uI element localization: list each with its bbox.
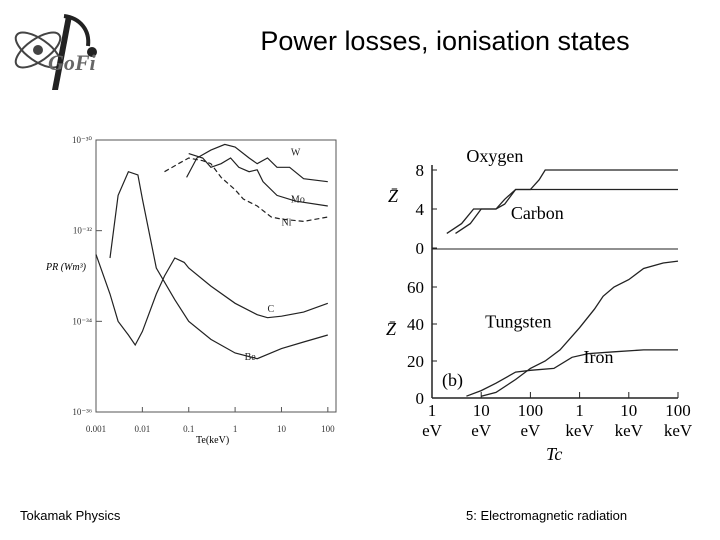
right-xtick-label: 1 bbox=[428, 401, 437, 420]
left-ytick-label: 10⁻³⁶ bbox=[72, 407, 92, 417]
gofi-logo: GoFi bbox=[14, 14, 97, 90]
left-xtick-label: 1 bbox=[233, 424, 238, 434]
lower-ytick-label: 60 bbox=[407, 278, 424, 297]
series-c-label: C bbox=[268, 304, 275, 315]
series-carbon-label: Carbon bbox=[511, 203, 564, 223]
left-xtick-label: 100 bbox=[321, 424, 335, 434]
left-ytick-label: 10⁻³² bbox=[73, 226, 92, 236]
slide-title: Power losses, ionisation states bbox=[260, 26, 630, 56]
left-ytick-label: 10⁻³⁰ bbox=[72, 135, 92, 145]
panel-label: (b) bbox=[442, 370, 463, 391]
upper-ytick-label: 4 bbox=[416, 200, 425, 219]
lower-ytick-label: 40 bbox=[407, 315, 424, 334]
upper-ytick-label: 0 bbox=[416, 239, 425, 258]
footer-left: Tokamak Physics bbox=[20, 508, 121, 523]
left-ylabel: PR (Wm³) bbox=[45, 262, 87, 273]
series-oxygen-label: Oxygen bbox=[466, 150, 523, 166]
left-xtick-label: 0.01 bbox=[134, 424, 150, 434]
series-mo-line bbox=[188, 153, 328, 207]
right-xtick-unit: keV bbox=[565, 421, 594, 440]
series-tungsten-line bbox=[481, 260, 679, 397]
series-be-line bbox=[109, 170, 328, 360]
upper-ylabel: Z̄ bbox=[388, 186, 399, 206]
series-w-line bbox=[186, 143, 328, 183]
right-xtick-label: 1 bbox=[575, 401, 584, 420]
left-ytick-label: 10⁻³⁴ bbox=[72, 316, 92, 326]
series-iron-line bbox=[466, 349, 678, 397]
logo-text: GoFi bbox=[48, 50, 97, 75]
lower-ytick-label: 0 bbox=[416, 389, 425, 408]
series-iron-label: Iron bbox=[583, 347, 613, 367]
series-ni-line bbox=[164, 157, 328, 223]
right-xtick-unit: eV bbox=[471, 421, 492, 440]
series-carbon-line bbox=[446, 188, 678, 234]
left-xtick-label: 0.1 bbox=[183, 424, 194, 434]
right-xtick-unit: keV bbox=[664, 421, 693, 440]
left-xlabel: Te(keV) bbox=[196, 435, 229, 446]
series-c-line bbox=[95, 254, 329, 347]
right-xtick-unit: eV bbox=[520, 421, 541, 440]
right-xtick-label: 10 bbox=[620, 401, 637, 420]
right-xtick-label: 10 bbox=[473, 401, 490, 420]
right-xtick-label: 100 bbox=[665, 401, 691, 420]
right-xtick-unit: eV bbox=[422, 421, 443, 440]
upper-ytick-label: 8 bbox=[416, 161, 425, 180]
lower-ytick-label: 20 bbox=[407, 352, 424, 371]
series-be-label: Be bbox=[245, 352, 257, 363]
series-tungsten-label: Tungsten bbox=[485, 312, 551, 332]
series-ni-label: Ni bbox=[281, 218, 291, 229]
left-xtick-label: 0.001 bbox=[86, 424, 106, 434]
footer-right: 5: Electromagnetic radiation bbox=[466, 508, 628, 523]
right-xlabel: Tc bbox=[546, 444, 562, 464]
left-xtick-label: 10 bbox=[277, 424, 287, 434]
series-w-label: W bbox=[291, 148, 301, 159]
right-xtick-unit: keV bbox=[615, 421, 644, 440]
lower-ylabel: Z̄ bbox=[386, 319, 397, 339]
series-mo-label: Mo bbox=[291, 194, 305, 205]
right-xtick-label: 100 bbox=[518, 401, 544, 420]
series-oxygen-line bbox=[455, 169, 678, 234]
